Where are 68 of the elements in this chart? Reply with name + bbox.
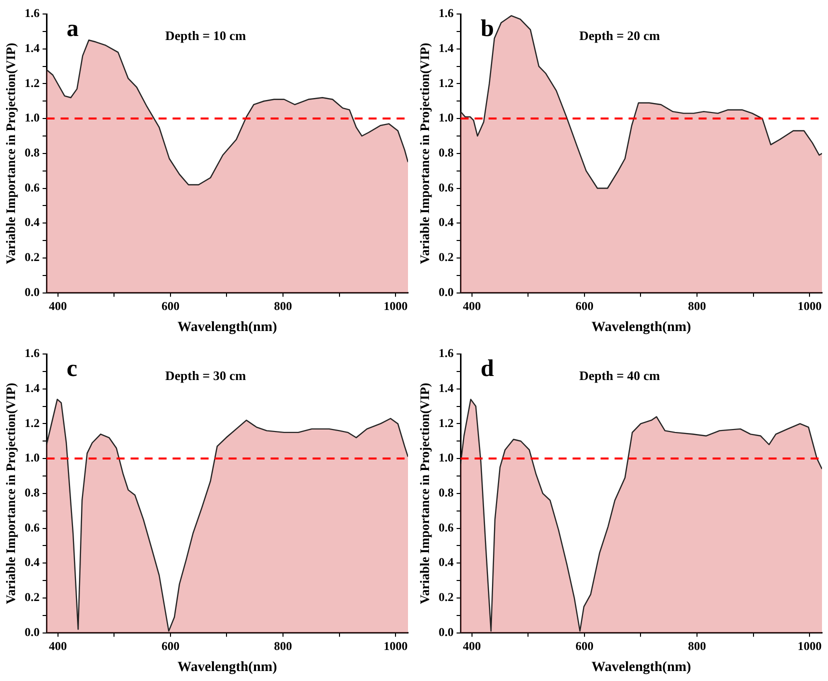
y-tick-label: 1.2 <box>438 416 454 430</box>
y-tick-label: 1.0 <box>24 110 40 125</box>
y-tick-label: 1.6 <box>24 346 40 360</box>
annotation: Depth = 40 cm <box>579 368 660 383</box>
y-tick-label: 0.8 <box>438 485 454 500</box>
y-tick-label: 1.4 <box>438 40 454 55</box>
y-tick-label: 0.4 <box>438 555 454 570</box>
y-tick-label: 0.6 <box>438 180 454 194</box>
y-tick-label: 0.0 <box>24 624 40 639</box>
x-tick-label: 400 <box>48 299 67 314</box>
y-tick-label: 0.6 <box>24 520 40 534</box>
x-tick-label: 1000 <box>798 639 822 654</box>
x-tick-label: 800 <box>274 639 292 654</box>
x-tick-label: 800 <box>688 639 706 654</box>
y-tick-label: 1.2 <box>24 416 40 430</box>
y-tick-label: 1.2 <box>24 76 40 90</box>
y-tick-label: 0.2 <box>438 590 454 604</box>
y-tick-label: 0.2 <box>24 590 40 604</box>
x-tick-label: 1000 <box>384 299 408 314</box>
x-tick-label: 1000 <box>384 639 408 654</box>
y-axis-title: Variable Importance in Projection(VIP) <box>3 42 18 264</box>
x-tick-label: 600 <box>575 299 594 314</box>
annotation: b <box>480 16 494 42</box>
x-tick-label: 400 <box>462 639 481 654</box>
annotation: Depth = 10 cm <box>165 28 246 43</box>
y-tick-label: 1.6 <box>24 6 40 20</box>
x-tick-label: 600 <box>161 299 180 314</box>
y-tick-label: 0.4 <box>438 215 454 230</box>
y-tick-label: 0.4 <box>24 215 40 230</box>
x-tick-label: 1000 <box>798 299 822 314</box>
x-axis-title: Wavelength(nm) <box>178 660 278 676</box>
annotation: d <box>480 356 495 382</box>
x-tick-label: 800 <box>688 299 706 314</box>
x-axis-title: Wavelength(nm) <box>178 320 278 336</box>
y-tick-label: 0.6 <box>438 520 454 534</box>
y-tick-label: 1.0 <box>24 450 40 465</box>
y-tick-label: 0.8 <box>438 145 454 160</box>
y-tick-label: 0.4 <box>24 555 40 570</box>
y-tick-label: 0.8 <box>24 145 40 160</box>
x-tick-label: 400 <box>462 299 481 314</box>
annotation: a <box>66 16 79 42</box>
x-tick-label: 600 <box>575 639 594 654</box>
y-tick-label: 1.2 <box>438 76 454 90</box>
y-tick-label: 0.8 <box>24 485 40 500</box>
x-tick-label: 800 <box>274 299 292 314</box>
x-axis-title: Wavelength(nm) <box>592 660 692 676</box>
annotation: c <box>66 356 78 382</box>
x-tick-label: 600 <box>161 639 180 654</box>
x-tick-label: 400 <box>48 639 67 654</box>
y-tick-label: 0.0 <box>24 284 40 299</box>
y-tick-label: 1.0 <box>438 450 454 465</box>
y-axis-title: Variable Importance in Projection(VIP) <box>417 42 432 264</box>
y-axis-title: Variable Importance in Projection(VIP) <box>417 382 432 604</box>
y-tick-label: 1.0 <box>438 110 454 125</box>
y-tick-label: 0.2 <box>24 250 40 264</box>
y-axis-title: Variable Importance in Projection(VIP) <box>3 382 18 604</box>
y-tick-label: 0.0 <box>438 284 454 299</box>
y-tick-label: 1.4 <box>24 380 40 395</box>
annotation: Depth = 20 cm <box>579 28 660 43</box>
y-tick-label: 0.2 <box>438 250 454 264</box>
y-tick-label: 0.0 <box>438 624 454 639</box>
y-tick-label: 1.4 <box>438 380 454 395</box>
y-tick-label: 1.4 <box>24 40 40 55</box>
y-tick-label: 1.6 <box>438 346 454 360</box>
y-tick-label: 0.6 <box>24 180 40 194</box>
x-axis-title: Wavelength(nm) <box>592 320 692 336</box>
y-tick-label: 1.6 <box>438 6 454 20</box>
annotation: Depth = 30 cm <box>165 368 246 383</box>
